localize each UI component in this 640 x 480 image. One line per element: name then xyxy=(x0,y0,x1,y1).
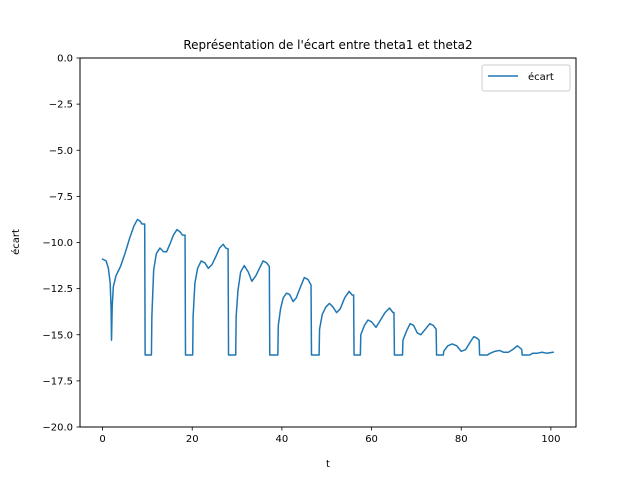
y-tick-label: −5.0 xyxy=(49,146,73,157)
legend: écart xyxy=(481,64,571,92)
x-tick-label: 100 xyxy=(541,434,560,445)
x-tick-label: 40 xyxy=(276,434,289,445)
y-tick-label: −2.5 xyxy=(49,100,73,111)
legend-box xyxy=(481,64,571,92)
y-axis-label: écart xyxy=(10,229,22,255)
y-tick-label: −12.5 xyxy=(42,284,73,295)
y-tick-label: −20.0 xyxy=(42,423,73,434)
x-tick-label: 0 xyxy=(99,434,105,445)
x-tick-label: 60 xyxy=(365,434,378,445)
x-tick-label: 20 xyxy=(186,434,199,445)
chart-title: Représentation de l'écart entre theta1 e… xyxy=(183,38,472,52)
plot-area xyxy=(101,218,554,356)
y-tick-label: −7.5 xyxy=(49,192,73,203)
legend-label-ecart: écart xyxy=(528,71,554,83)
x-tick-label: 80 xyxy=(455,434,468,445)
series-line-ecart xyxy=(101,218,554,356)
x-axis-label: t xyxy=(326,459,330,470)
x-axis: 0 20 40 60 80 100 xyxy=(99,427,560,445)
y-tick-label: −10.0 xyxy=(42,238,73,249)
y-tick-label: 0.0 xyxy=(57,54,73,65)
y-tick-label: −17.5 xyxy=(42,376,73,387)
y-axis: 0.0 −2.5 −5.0 −7.5 −10.0 −12.5 −15.0 −17.5 −20.0 xyxy=(42,54,80,434)
y-tick-label: −15.0 xyxy=(42,330,73,341)
